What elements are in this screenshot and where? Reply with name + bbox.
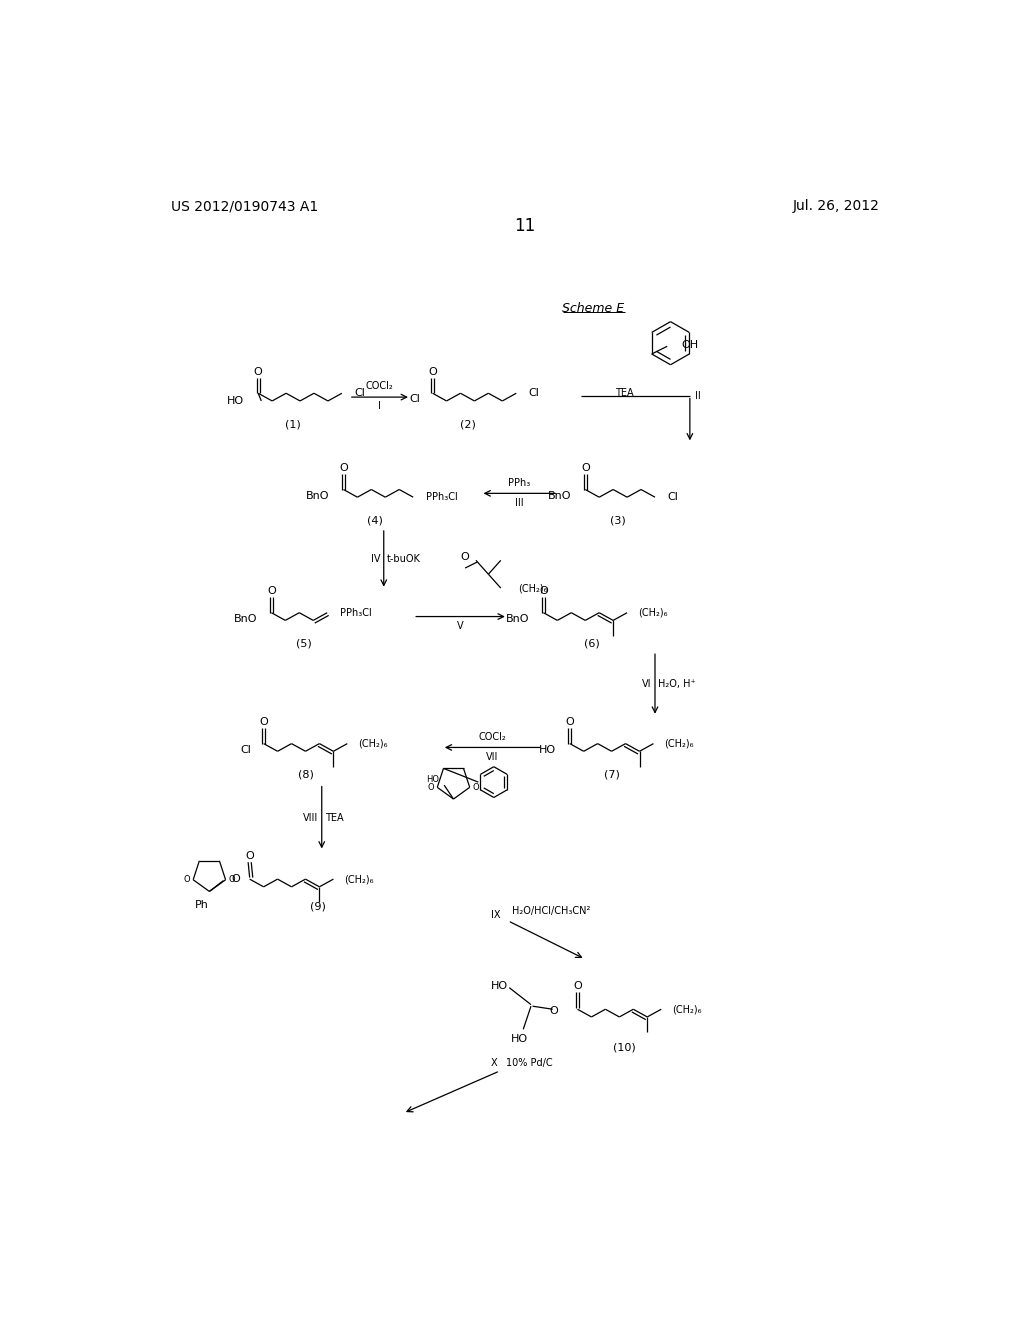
- Text: Cl: Cl: [528, 388, 540, 399]
- Text: BnO: BnO: [233, 614, 257, 624]
- Text: (CH₂)₆: (CH₂)₆: [665, 739, 694, 748]
- Text: (2): (2): [460, 418, 475, 429]
- Text: O: O: [565, 717, 574, 727]
- Text: PPh₃Cl: PPh₃Cl: [340, 607, 372, 618]
- Text: (3): (3): [610, 515, 626, 525]
- Text: H₂O, H⁺: H₂O, H⁺: [658, 678, 696, 689]
- Text: X: X: [490, 1059, 497, 1068]
- Text: (CH₂)₆: (CH₂)₆: [518, 583, 547, 593]
- Text: OH: OH: [681, 339, 698, 350]
- Text: US 2012/0190743 A1: US 2012/0190743 A1: [171, 199, 317, 213]
- Text: (1): (1): [286, 418, 301, 429]
- Text: O: O: [573, 981, 582, 991]
- Text: HO: HO: [490, 981, 508, 991]
- Text: VIII: VIII: [303, 813, 318, 822]
- Text: HO: HO: [227, 396, 245, 407]
- Text: TEA: TEA: [325, 813, 343, 822]
- Text: Cl: Cl: [354, 388, 366, 399]
- Text: BnO: BnO: [506, 614, 529, 624]
- Text: BnO: BnO: [306, 491, 330, 500]
- Text: (CH₂)₆: (CH₂)₆: [672, 1005, 701, 1014]
- Text: H₂O/HCl/CH₃CN²: H₂O/HCl/CH₃CN²: [512, 907, 590, 916]
- Text: Scheme E: Scheme E: [562, 302, 624, 315]
- Text: (9): (9): [310, 902, 326, 912]
- Text: HO: HO: [427, 775, 439, 784]
- Text: (7): (7): [604, 770, 621, 779]
- Text: (CH₂)₆: (CH₂)₆: [344, 874, 374, 884]
- Text: VII: VII: [486, 751, 499, 762]
- Text: Cl: Cl: [668, 492, 678, 502]
- Text: IX: IX: [490, 909, 500, 920]
- Text: VI: VI: [642, 678, 652, 689]
- Text: Jul. 26, 2012: Jul. 26, 2012: [793, 199, 880, 213]
- Text: (5): (5): [296, 639, 311, 648]
- Text: O: O: [259, 717, 268, 727]
- Text: II: II: [694, 391, 700, 400]
- Text: O: O: [228, 875, 236, 884]
- Text: COCl₂: COCl₂: [366, 381, 394, 391]
- Text: HO: HO: [539, 744, 556, 755]
- Text: Cl: Cl: [241, 744, 251, 755]
- Text: O: O: [428, 783, 434, 792]
- Text: (CH₂)₆: (CH₂)₆: [358, 739, 388, 748]
- Text: O: O: [267, 586, 275, 597]
- Text: O: O: [183, 875, 190, 884]
- Text: O: O: [254, 367, 262, 376]
- Text: TEA: TEA: [614, 388, 633, 399]
- Text: HO: HO: [511, 1034, 528, 1044]
- Text: PPh₃Cl: PPh₃Cl: [426, 492, 458, 502]
- Text: O: O: [339, 463, 348, 473]
- Text: O: O: [473, 783, 479, 792]
- Text: 11: 11: [514, 218, 536, 235]
- Text: 10% Pd/C: 10% Pd/C: [506, 1059, 553, 1068]
- Text: (8): (8): [298, 770, 314, 779]
- Text: III: III: [515, 498, 523, 508]
- Text: Ph: Ph: [195, 900, 209, 911]
- Text: t-buOK: t-buOK: [387, 554, 421, 564]
- Text: Cl: Cl: [410, 395, 420, 404]
- Text: O: O: [246, 851, 254, 861]
- Text: I: I: [379, 401, 381, 412]
- Text: (6): (6): [584, 639, 599, 648]
- Text: O: O: [461, 552, 469, 562]
- Text: V: V: [457, 620, 464, 631]
- Text: PPh₃: PPh₃: [508, 478, 530, 487]
- Text: O: O: [550, 1006, 559, 1016]
- Text: IV: IV: [371, 554, 381, 564]
- Text: (CH₂)₆: (CH₂)₆: [638, 607, 668, 618]
- Text: O: O: [539, 586, 548, 597]
- Text: O: O: [428, 367, 437, 376]
- Text: O: O: [581, 463, 590, 473]
- Text: COCl₂: COCl₂: [478, 731, 506, 742]
- Text: (10): (10): [612, 1043, 635, 1053]
- Text: O: O: [231, 874, 240, 884]
- Text: (4): (4): [367, 515, 382, 525]
- Text: BnO: BnO: [548, 491, 571, 500]
